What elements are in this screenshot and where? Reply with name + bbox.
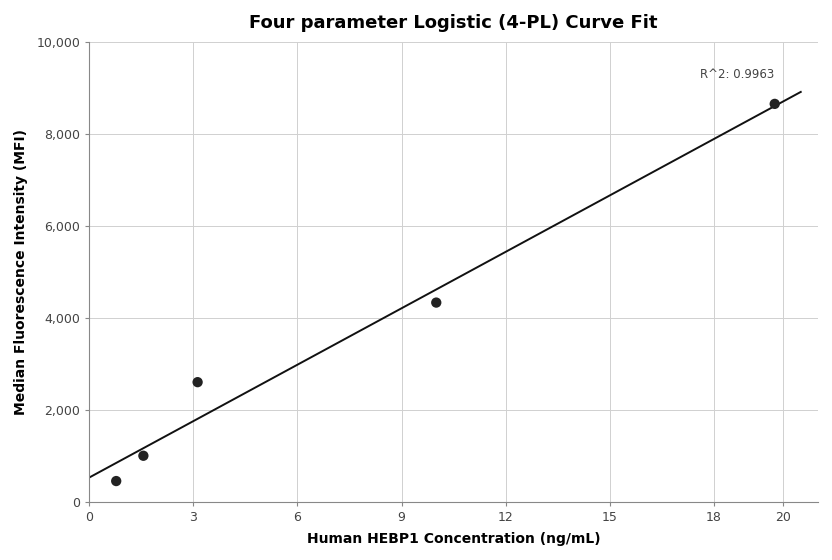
Point: [136, 451, 150, 460]
Title: Four parameter Logistic (4-PL) Curve Fit: Four parameter Logistic (4-PL) Curve Fit: [250, 14, 658, 32]
Point: [191, 377, 205, 386]
Point: [768, 99, 781, 108]
Text: R^2: 0.9963: R^2: 0.9963: [700, 68, 775, 81]
X-axis label: Human HEBP1 Concentration (ng/mL): Human HEBP1 Concentration (ng/mL): [307, 532, 601, 546]
Point: [110, 477, 123, 486]
Y-axis label: Median Fluorescence Intensity (MFI): Median Fluorescence Intensity (MFI): [14, 129, 28, 415]
Point: [429, 298, 443, 307]
